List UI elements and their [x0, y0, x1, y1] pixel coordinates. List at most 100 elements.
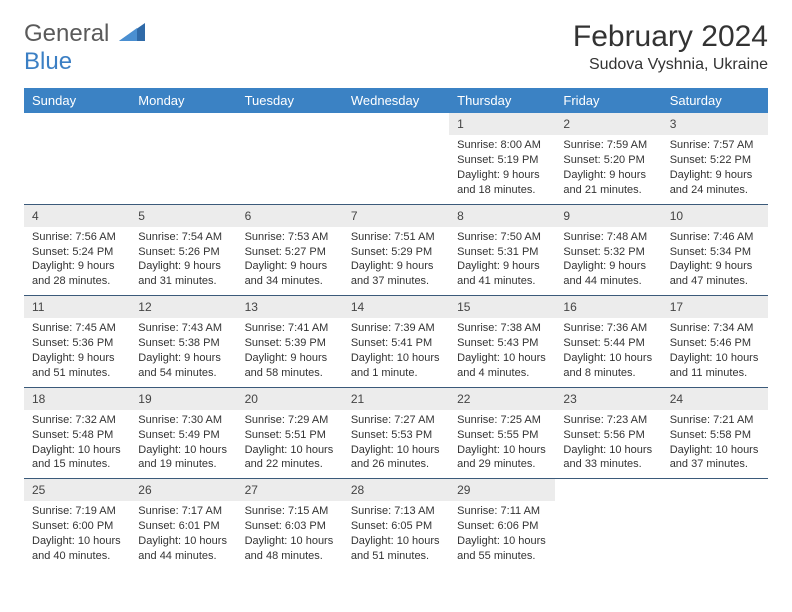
day-number: 9 — [555, 205, 661, 227]
day-cell — [662, 479, 768, 570]
day-cell: 28Sunrise: 7:13 AMSunset: 6:05 PMDayligh… — [343, 479, 449, 570]
day-cell: 10Sunrise: 7:46 AMSunset: 5:34 PMDayligh… — [662, 205, 768, 296]
day-cell: 25Sunrise: 7:19 AMSunset: 6:00 PMDayligh… — [24, 479, 130, 570]
day-cell: 15Sunrise: 7:38 AMSunset: 5:43 PMDayligh… — [449, 296, 555, 387]
day-body: Sunrise: 7:23 AMSunset: 5:56 PMDaylight:… — [555, 410, 661, 478]
day-cell: 24Sunrise: 7:21 AMSunset: 5:58 PMDayligh… — [662, 388, 768, 479]
day-body: Sunrise: 7:11 AMSunset: 6:06 PMDaylight:… — [449, 501, 555, 569]
day-body: Sunrise: 7:36 AMSunset: 5:44 PMDaylight:… — [555, 318, 661, 386]
day-header-row: Sunday Monday Tuesday Wednesday Thursday… — [24, 88, 768, 113]
day-body: Sunrise: 7:50 AMSunset: 5:31 PMDaylight:… — [449, 227, 555, 295]
day-number: 21 — [343, 388, 449, 410]
day-number: 18 — [24, 388, 130, 410]
day-sr: Sunrise: 7:53 AM — [245, 230, 335, 245]
day-sr: Sunrise: 8:00 AM — [457, 138, 547, 153]
day-dl2: and 54 minutes. — [138, 366, 228, 381]
day-number — [237, 113, 343, 135]
day-cell — [555, 479, 661, 570]
day-dl1: Daylight: 10 hours — [245, 534, 335, 549]
day-number: 29 — [449, 479, 555, 501]
day-cell: 1Sunrise: 8:00 AMSunset: 5:19 PMDaylight… — [449, 113, 555, 204]
day-number — [343, 113, 449, 135]
day-number: 25 — [24, 479, 130, 501]
day-ss: Sunset: 6:03 PM — [245, 519, 335, 534]
day-header: Thursday — [449, 88, 555, 113]
day-ss: Sunset: 5:34 PM — [670, 245, 760, 260]
day-sr: Sunrise: 7:50 AM — [457, 230, 547, 245]
day-dl2: and 34 minutes. — [245, 274, 335, 289]
day-ss: Sunset: 5:19 PM — [457, 153, 547, 168]
day-sr: Sunrise: 7:48 AM — [563, 230, 653, 245]
day-body: Sunrise: 7:30 AMSunset: 5:49 PMDaylight:… — [130, 410, 236, 478]
day-dl2: and 26 minutes. — [351, 457, 441, 472]
day-sr: Sunrise: 7:56 AM — [32, 230, 122, 245]
day-body: Sunrise: 7:48 AMSunset: 5:32 PMDaylight:… — [555, 227, 661, 295]
day-dl2: and 11 minutes. — [670, 366, 760, 381]
day-ss: Sunset: 5:41 PM — [351, 336, 441, 351]
day-dl2: and 22 minutes. — [245, 457, 335, 472]
day-cell: 19Sunrise: 7:30 AMSunset: 5:49 PMDayligh… — [130, 388, 236, 479]
day-dl1: Daylight: 10 hours — [138, 443, 228, 458]
day-dl1: Daylight: 10 hours — [670, 351, 760, 366]
day-number — [24, 113, 130, 135]
day-ss: Sunset: 5:22 PM — [670, 153, 760, 168]
day-dl1: Daylight: 10 hours — [138, 534, 228, 549]
day-ss: Sunset: 5:56 PM — [563, 428, 653, 443]
day-dl2: and 31 minutes. — [138, 274, 228, 289]
day-dl2: and 18 minutes. — [457, 183, 547, 198]
logo: General — [24, 20, 147, 48]
day-cell: 29Sunrise: 7:11 AMSunset: 6:06 PMDayligh… — [449, 479, 555, 570]
day-cell: 16Sunrise: 7:36 AMSunset: 5:44 PMDayligh… — [555, 296, 661, 387]
day-dl2: and 37 minutes. — [670, 457, 760, 472]
day-dl1: Daylight: 10 hours — [563, 351, 653, 366]
day-cell — [24, 113, 130, 204]
day-number: 24 — [662, 388, 768, 410]
day-dl2: and 19 minutes. — [138, 457, 228, 472]
day-number: 13 — [237, 296, 343, 318]
day-number: 17 — [662, 296, 768, 318]
day-sr: Sunrise: 7:38 AM — [457, 321, 547, 336]
day-dl1: Daylight: 10 hours — [351, 443, 441, 458]
day-header: Wednesday — [343, 88, 449, 113]
weeks-container: 1Sunrise: 8:00 AMSunset: 5:19 PMDaylight… — [24, 113, 768, 570]
day-number: 20 — [237, 388, 343, 410]
day-dl1: Daylight: 9 hours — [245, 351, 335, 366]
day-cell: 18Sunrise: 7:32 AMSunset: 5:48 PMDayligh… — [24, 388, 130, 479]
day-ss: Sunset: 5:46 PM — [670, 336, 760, 351]
day-cell: 26Sunrise: 7:17 AMSunset: 6:01 PMDayligh… — [130, 479, 236, 570]
day-dl2: and 55 minutes. — [457, 549, 547, 564]
day-dl2: and 51 minutes. — [351, 549, 441, 564]
day-dl1: Daylight: 10 hours — [245, 443, 335, 458]
day-body: Sunrise: 7:34 AMSunset: 5:46 PMDaylight:… — [662, 318, 768, 386]
logo-blue-row: Blue — [24, 48, 72, 76]
day-ss: Sunset: 5:26 PM — [138, 245, 228, 260]
day-ss: Sunset: 5:24 PM — [32, 245, 122, 260]
day-dl1: Daylight: 9 hours — [563, 259, 653, 274]
day-number — [130, 113, 236, 135]
day-body: Sunrise: 7:13 AMSunset: 6:05 PMDaylight:… — [343, 501, 449, 569]
day-body: Sunrise: 7:25 AMSunset: 5:55 PMDaylight:… — [449, 410, 555, 478]
logo-triangle-icon — [119, 23, 145, 46]
day-cell: 5Sunrise: 7:54 AMSunset: 5:26 PMDaylight… — [130, 205, 236, 296]
day-sr: Sunrise: 7:59 AM — [563, 138, 653, 153]
day-body: Sunrise: 7:46 AMSunset: 5:34 PMDaylight:… — [662, 227, 768, 295]
day-ss: Sunset: 6:06 PM — [457, 519, 547, 534]
day-ss: Sunset: 5:43 PM — [457, 336, 547, 351]
day-dl2: and 48 minutes. — [245, 549, 335, 564]
day-dl1: Daylight: 9 hours — [138, 351, 228, 366]
day-ss: Sunset: 5:20 PM — [563, 153, 653, 168]
day-body: Sunrise: 7:32 AMSunset: 5:48 PMDaylight:… — [24, 410, 130, 478]
day-dl2: and 21 minutes. — [563, 183, 653, 198]
day-sr: Sunrise: 7:17 AM — [138, 504, 228, 519]
day-body: Sunrise: 7:43 AMSunset: 5:38 PMDaylight:… — [130, 318, 236, 386]
title-block: February 2024 Sudova Vyshnia, Ukraine — [573, 20, 768, 74]
day-header: Saturday — [662, 88, 768, 113]
day-number: 12 — [130, 296, 236, 318]
day-number: 15 — [449, 296, 555, 318]
day-number — [662, 479, 768, 501]
day-number: 3 — [662, 113, 768, 135]
day-sr: Sunrise: 7:25 AM — [457, 413, 547, 428]
day-dl2: and 47 minutes. — [670, 274, 760, 289]
day-body: Sunrise: 7:56 AMSunset: 5:24 PMDaylight:… — [24, 227, 130, 295]
day-number: 6 — [237, 205, 343, 227]
